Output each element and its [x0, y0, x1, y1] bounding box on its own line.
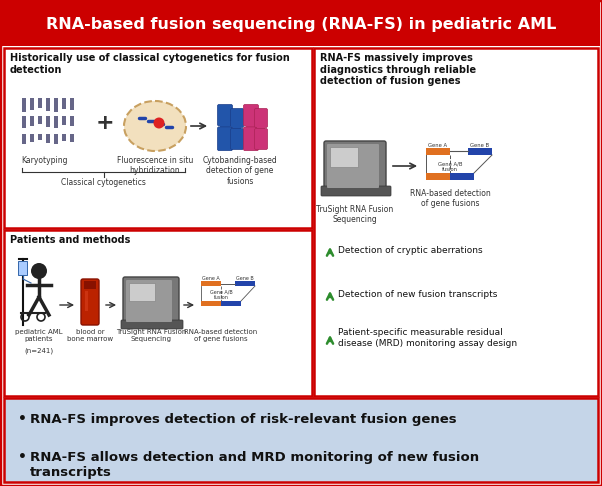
- Bar: [18, 261, 27, 275]
- Circle shape: [154, 118, 164, 128]
- Text: Patient-specific measurable residual
disease (MRD) monitoring assay design: Patient-specific measurable residual dis…: [338, 329, 517, 347]
- FancyBboxPatch shape: [123, 277, 179, 325]
- Bar: [257, 125, 265, 130]
- FancyBboxPatch shape: [327, 144, 379, 188]
- Bar: [46, 116, 50, 127]
- FancyBboxPatch shape: [4, 398, 598, 482]
- FancyBboxPatch shape: [321, 186, 391, 196]
- Bar: [233, 125, 241, 130]
- FancyBboxPatch shape: [129, 283, 155, 301]
- Text: RNA-based fusion sequencing (RNA-FS) in pediatric AML: RNA-based fusion sequencing (RNA-FS) in …: [46, 17, 556, 32]
- FancyBboxPatch shape: [255, 128, 267, 150]
- Bar: [246, 123, 256, 128]
- FancyBboxPatch shape: [4, 230, 312, 396]
- Bar: [84, 281, 96, 289]
- Text: Classical cytogenetics: Classical cytogenetics: [61, 178, 146, 187]
- Bar: [38, 116, 42, 124]
- Bar: [62, 116, 66, 125]
- Text: Gene B: Gene B: [236, 276, 254, 281]
- FancyBboxPatch shape: [314, 48, 598, 396]
- Bar: [221, 301, 241, 306]
- Bar: [85, 291, 88, 311]
- Bar: [30, 116, 34, 126]
- FancyBboxPatch shape: [81, 279, 99, 325]
- Text: Fluorescence in situ
hybridization: Fluorescence in situ hybridization: [117, 156, 193, 175]
- Text: Karyotyping: Karyotyping: [20, 156, 67, 165]
- Bar: [70, 98, 74, 110]
- Bar: [46, 134, 50, 143]
- FancyBboxPatch shape: [324, 141, 386, 191]
- Text: TruSight RNA Fusion
Sequencing: TruSight RNA Fusion Sequencing: [317, 205, 394, 225]
- Bar: [201, 281, 221, 286]
- Bar: [22, 134, 26, 144]
- FancyBboxPatch shape: [255, 108, 267, 127]
- Bar: [426, 148, 450, 155]
- Text: pediatric AML
patients: pediatric AML patients: [15, 329, 63, 342]
- Text: Gene A/B
fusion: Gene A/B fusion: [209, 289, 232, 300]
- FancyBboxPatch shape: [243, 104, 258, 126]
- Text: RNA-based detection
of gene fusions: RNA-based detection of gene fusions: [409, 189, 491, 208]
- Bar: [22, 116, 26, 128]
- Bar: [38, 134, 42, 140]
- Text: •: •: [18, 412, 27, 426]
- FancyBboxPatch shape: [126, 280, 172, 322]
- Bar: [426, 173, 450, 180]
- Text: TruSight RNA Fusion
Sequencing: TruSight RNA Fusion Sequencing: [116, 329, 186, 342]
- Text: RNA-FS massively improves
diagnostics through reliable
detection of fusion genes: RNA-FS massively improves diagnostics th…: [320, 53, 476, 86]
- Bar: [30, 98, 34, 110]
- Bar: [54, 134, 58, 144]
- FancyBboxPatch shape: [330, 147, 358, 167]
- Bar: [22, 98, 26, 112]
- Bar: [38, 98, 42, 108]
- Bar: [450, 173, 474, 180]
- Text: Cytobanding-based
detection of gene
fusions: Cytobanding-based detection of gene fusi…: [203, 156, 278, 186]
- FancyBboxPatch shape: [231, 128, 243, 150]
- Ellipse shape: [124, 101, 186, 151]
- Circle shape: [31, 263, 47, 279]
- Bar: [70, 116, 74, 126]
- Text: RNA-FS allows detection and MRD monitoring of new fusion
transcripts: RNA-FS allows detection and MRD monitori…: [30, 451, 479, 479]
- Bar: [201, 301, 221, 306]
- Bar: [62, 98, 66, 109]
- FancyBboxPatch shape: [2, 2, 600, 46]
- Bar: [54, 98, 58, 112]
- Text: Patients and methods: Patients and methods: [10, 235, 131, 245]
- Text: +: +: [96, 113, 114, 133]
- Bar: [220, 123, 230, 128]
- Bar: [70, 134, 74, 142]
- FancyBboxPatch shape: [217, 104, 232, 126]
- Text: (n=241): (n=241): [25, 347, 54, 353]
- FancyBboxPatch shape: [217, 127, 232, 151]
- Text: RNA-FS improves detection of risk-relevant fusion genes: RNA-FS improves detection of risk-releva…: [30, 413, 457, 426]
- FancyBboxPatch shape: [121, 320, 183, 329]
- Bar: [46, 98, 50, 111]
- Text: RNA-based detection
of gene fusions: RNA-based detection of gene fusions: [184, 329, 258, 342]
- FancyBboxPatch shape: [4, 48, 312, 228]
- Text: blood or
bone marrow: blood or bone marrow: [67, 329, 113, 342]
- Text: Gene B: Gene B: [470, 143, 489, 148]
- Bar: [54, 116, 58, 128]
- Bar: [62, 134, 66, 141]
- Bar: [235, 281, 255, 286]
- Text: •: •: [18, 450, 27, 464]
- Bar: [30, 134, 34, 142]
- FancyBboxPatch shape: [243, 127, 258, 151]
- FancyBboxPatch shape: [231, 108, 243, 127]
- Text: Detection of cryptic aberrations: Detection of cryptic aberrations: [338, 245, 483, 255]
- Bar: [468, 148, 492, 155]
- Text: Detection of new fusion transcripts: Detection of new fusion transcripts: [338, 290, 497, 298]
- Text: Gene A: Gene A: [429, 143, 447, 148]
- Text: Gene A: Gene A: [202, 276, 220, 281]
- Text: Historically use of classical cytogenetics for fusion
detection: Historically use of classical cytogeneti…: [10, 53, 290, 74]
- Text: Gene A/B
fusion: Gene A/B fusion: [438, 161, 462, 172]
